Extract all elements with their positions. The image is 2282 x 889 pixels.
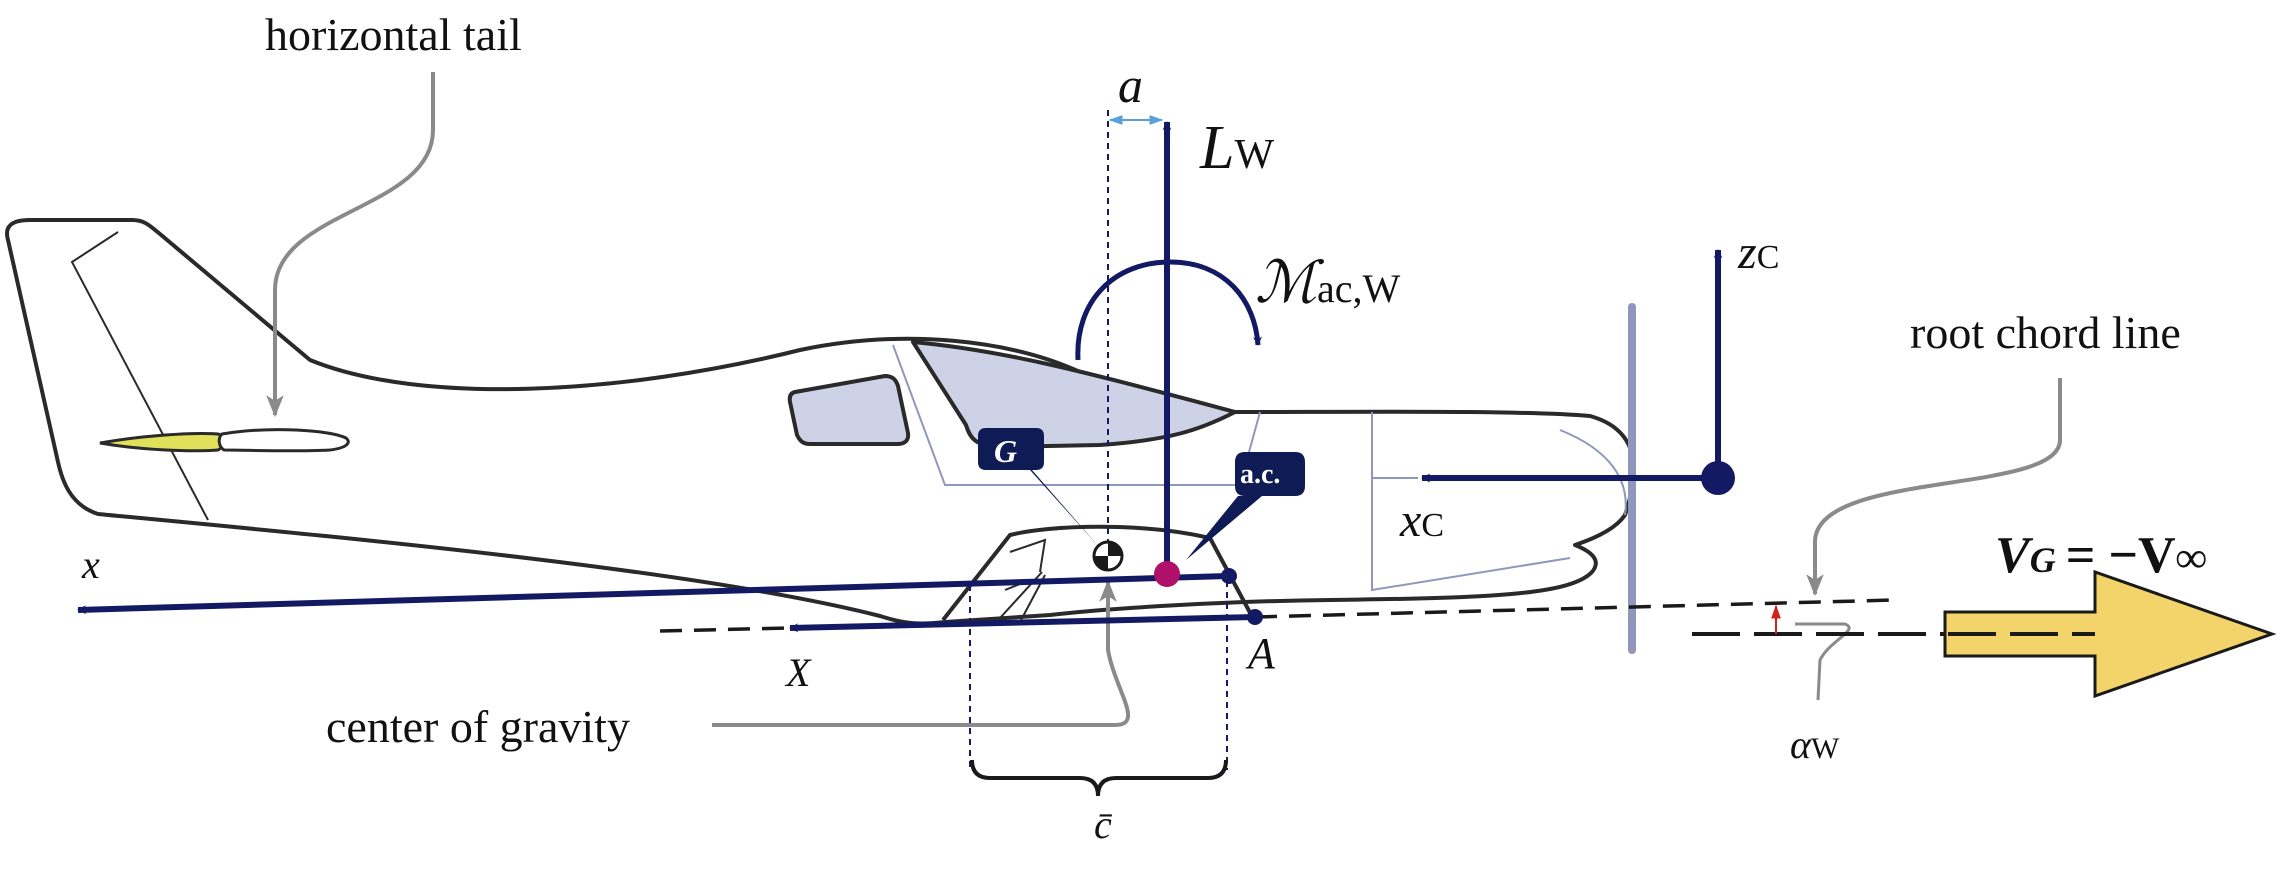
lift-label: LW [1199, 114, 1274, 182]
cg-symbol [1092, 540, 1124, 572]
cbar-label: c̄ [1094, 802, 1112, 847]
alpha-leader [1795, 622, 1851, 701]
freestream-velocity-label: VG = −V∞ [1995, 527, 2207, 584]
xC-label: xC [1399, 494, 1444, 547]
moment-arc [1075, 259, 1262, 361]
aerodynamic-center-point [1154, 561, 1180, 587]
ground-X-axis [789, 614, 1256, 633]
panel-lines [892, 344, 1627, 592]
G-callout [978, 428, 1100, 548]
side-window [787, 374, 911, 446]
chord-brace [970, 759, 1228, 797]
root-chord-line-label: root chord line [1910, 307, 2181, 358]
horizontal-tail-leader [266, 72, 435, 418]
chord-trailing-point [1221, 568, 1237, 584]
xC-origin-point [1701, 461, 1735, 495]
ac-callout-label: a.c. [1240, 459, 1280, 490]
root-chord-leader [1806, 378, 2062, 597]
X-axis-label: X [784, 650, 812, 695]
a-dimension-label: a [1118, 57, 1143, 113]
body-x-axis [77, 573, 1229, 615]
freestream-arrow [1943, 569, 2277, 699]
wing-section [941, 524, 1257, 623]
zC-label: zC [1737, 226, 1779, 279]
horizontal-tail-label: horizontal tail [265, 9, 522, 60]
alpha-label: αW [1790, 722, 1840, 767]
G-callout-label: G [994, 433, 1017, 469]
ac-callout [1186, 452, 1305, 560]
center-of-gravity-leader [712, 579, 1130, 727]
point-A [1247, 609, 1263, 625]
elevator [217, 428, 350, 453]
root-chord-dashed [1254, 598, 1896, 619]
x-axis-label: x [81, 542, 100, 587]
center-of-gravity-label: center of gravity [326, 701, 630, 752]
A-point-label: A [1245, 629, 1276, 678]
moment-label: ℳac,W [1255, 250, 1401, 315]
